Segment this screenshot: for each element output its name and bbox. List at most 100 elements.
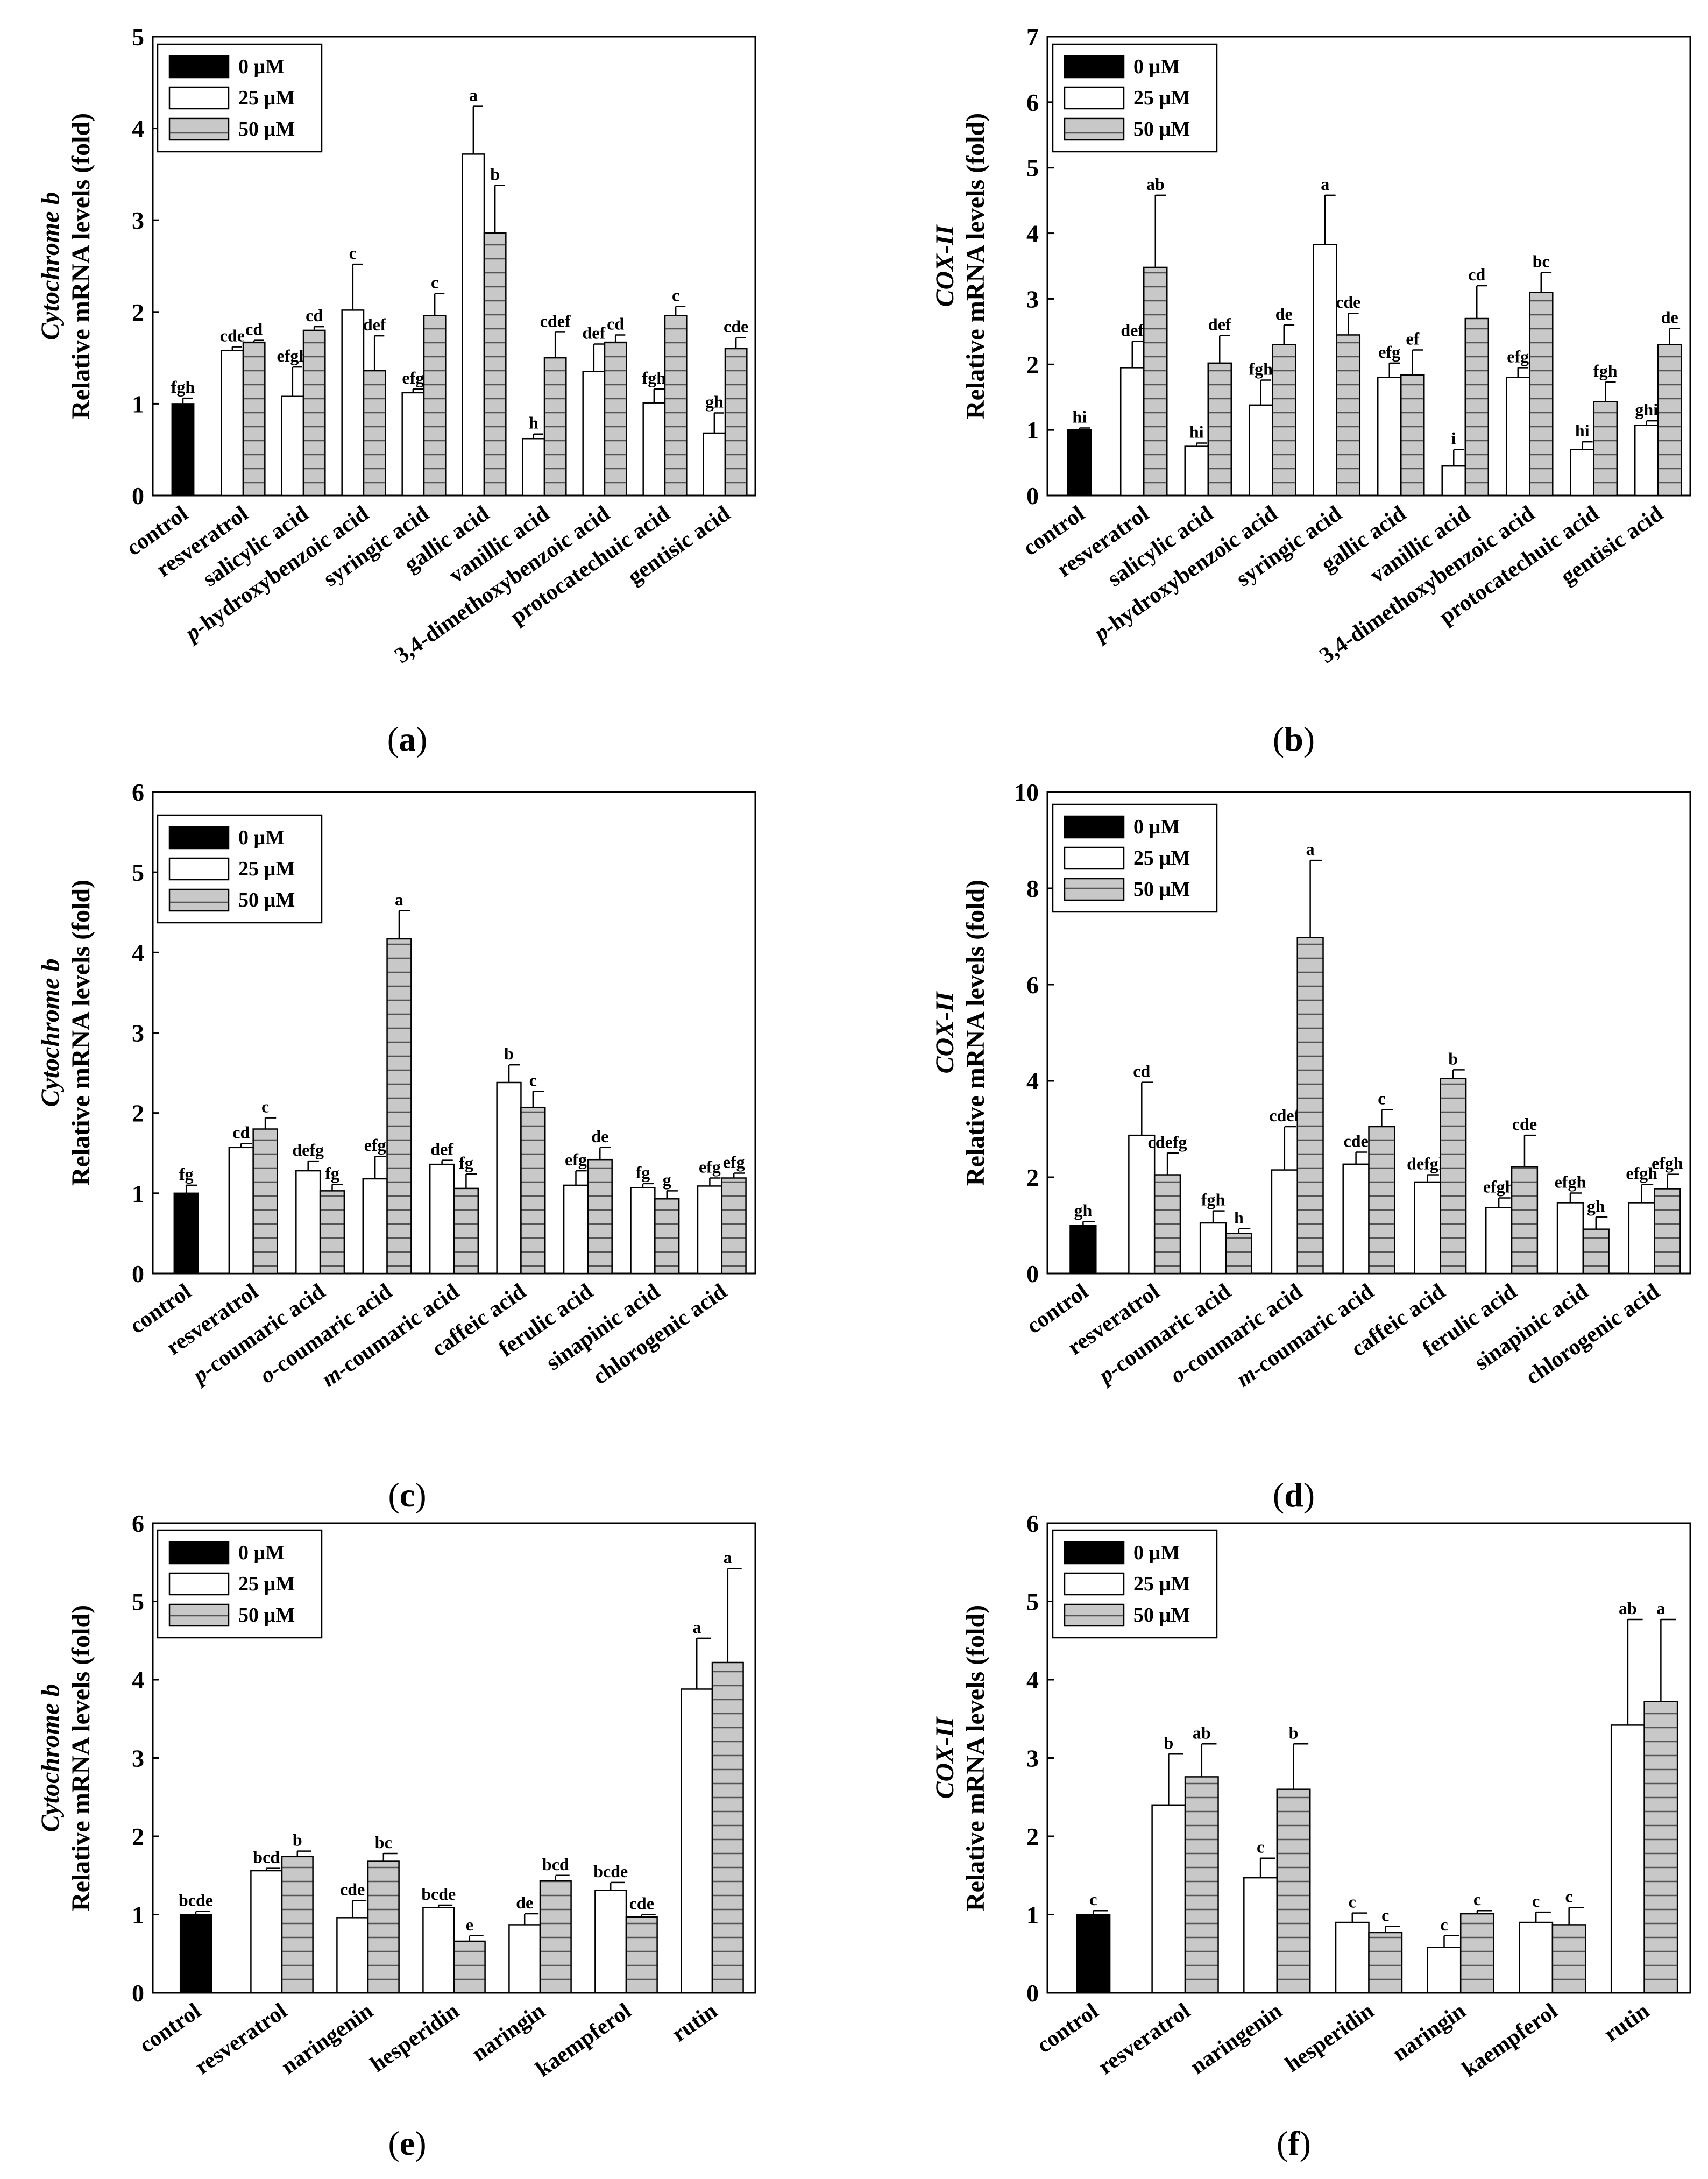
panel-label: (b) (1273, 720, 1315, 758)
significance-label: c (1440, 1915, 1448, 1934)
y-axis-unit-label: Relative mRNA levels (fold) (961, 113, 990, 419)
legend-label: 0 µM (238, 55, 285, 78)
bar (1119, 367, 1145, 497)
significance-label: gh (705, 392, 724, 411)
significance-label: efg (402, 368, 424, 387)
bar (1153, 1174, 1181, 1275)
y-tick-label: 4 (132, 1666, 144, 1694)
y-tick-label: 3 (132, 1745, 144, 1772)
y-tick-label: 6 (1026, 1510, 1039, 1537)
legend-swatch (1064, 878, 1125, 901)
bar (508, 1924, 541, 1994)
significance-label: efg (699, 1157, 721, 1176)
y-tick-label: 4 (1026, 220, 1039, 247)
panel-label: (c) (388, 1476, 426, 1514)
bar (1276, 1788, 1311, 1994)
bar (1151, 1804, 1186, 1994)
panel-label: (d) (1273, 1476, 1315, 1514)
x-category-label: control (135, 1999, 205, 2058)
significance-label: ab (1193, 1723, 1211, 1742)
significance-label: b (1164, 1733, 1173, 1752)
bar (496, 1081, 522, 1275)
x-category-label: kaempferol (1458, 1999, 1562, 2082)
significance-label: cde (340, 1879, 365, 1899)
bar (587, 1158, 613, 1275)
significance-label: de (516, 1893, 533, 1912)
y-tick-label: 2 (1026, 351, 1039, 378)
bar (250, 1870, 283, 1994)
bar (1336, 334, 1361, 497)
significance-label: c (431, 273, 438, 292)
significance-label: a (1656, 1598, 1665, 1618)
bar (302, 329, 326, 497)
legend-swatch (168, 117, 230, 141)
y-tick-label: 2 (1026, 1823, 1039, 1850)
x-category-label: control (1032, 1999, 1103, 2058)
bar (1440, 1078, 1467, 1275)
x-category-label: naringenin (1186, 1999, 1287, 2079)
bar (483, 232, 507, 497)
bar (1582, 1228, 1610, 1275)
bar (582, 371, 606, 497)
y-tick-label: 4 (1026, 1067, 1039, 1095)
x-category-label: hesperidin (366, 1999, 463, 2077)
significance-label: b (293, 1830, 302, 1850)
chart-panel-a: 0 1 2 3 4 5 Cytochrome b Relative mRNA levels (… (36, 23, 756, 758)
bar (543, 357, 567, 497)
y-tick-label: 3 (132, 207, 144, 234)
y-tick-label: 5 (132, 1588, 144, 1616)
significance-label: bc (1533, 252, 1550, 271)
significance-label: b (1448, 1049, 1458, 1068)
bar (1485, 1207, 1513, 1275)
bar (1643, 1701, 1678, 1994)
significance-label: cdef (1269, 1106, 1300, 1125)
legend-label: 0 µM (238, 826, 285, 849)
legend-swatch (1064, 815, 1125, 839)
y-tick-label: 6 (1026, 971, 1039, 999)
bar (429, 1163, 455, 1275)
significance-label: efgh (1626, 1163, 1657, 1183)
significance-label: c (1565, 1886, 1573, 1906)
bar (1634, 425, 1659, 497)
bar (1377, 377, 1402, 497)
y-tick-label: 5 (132, 859, 144, 886)
significance-label: def (363, 315, 386, 334)
bar (1610, 1724, 1645, 1994)
bar (1459, 1913, 1494, 1994)
bar (681, 1688, 713, 1994)
legend-label: 0 µM (1133, 1541, 1180, 1564)
y-tick-label: 0 (132, 1260, 144, 1287)
bar (422, 1907, 455, 1994)
legend-swatch (1064, 1541, 1125, 1565)
bar (539, 1880, 572, 1994)
y-tick-label: 2 (1026, 1164, 1039, 1191)
bar (1248, 404, 1273, 497)
significance-label: bcde (179, 1891, 213, 1910)
bar (281, 395, 304, 497)
significance-label: bcde (593, 1862, 628, 1881)
y-tick-label: 2 (132, 1100, 144, 1127)
significance-label: def (1208, 315, 1231, 334)
significance-label: de (1661, 307, 1678, 327)
significance-label: c (1473, 1890, 1481, 1909)
y-tick-label: 5 (132, 23, 144, 51)
y-axis-gene-label: COX-II (931, 1716, 959, 1799)
y-axis-unit-label: Relative mRNA levels (fold) (67, 113, 95, 419)
significance-label: ef (1406, 329, 1419, 348)
x-category-label: rutin (668, 1999, 722, 2047)
significance-label: fg (636, 1163, 650, 1182)
bar (1335, 1921, 1370, 1994)
significance-label: cde (1512, 1114, 1537, 1134)
legend: 0 µM 25 µM 50 µM (157, 814, 323, 924)
significance-label: cde (1343, 1131, 1368, 1150)
bar (1184, 1776, 1219, 1994)
bar (252, 1128, 278, 1275)
significance-label: cde (220, 326, 245, 345)
significance-label: b (504, 1044, 514, 1063)
bar (1529, 291, 1554, 497)
legend-swatch (168, 1572, 230, 1596)
bar (363, 370, 386, 497)
bar (1505, 377, 1530, 497)
bar (1199, 1222, 1227, 1275)
bar (1069, 1225, 1097, 1275)
